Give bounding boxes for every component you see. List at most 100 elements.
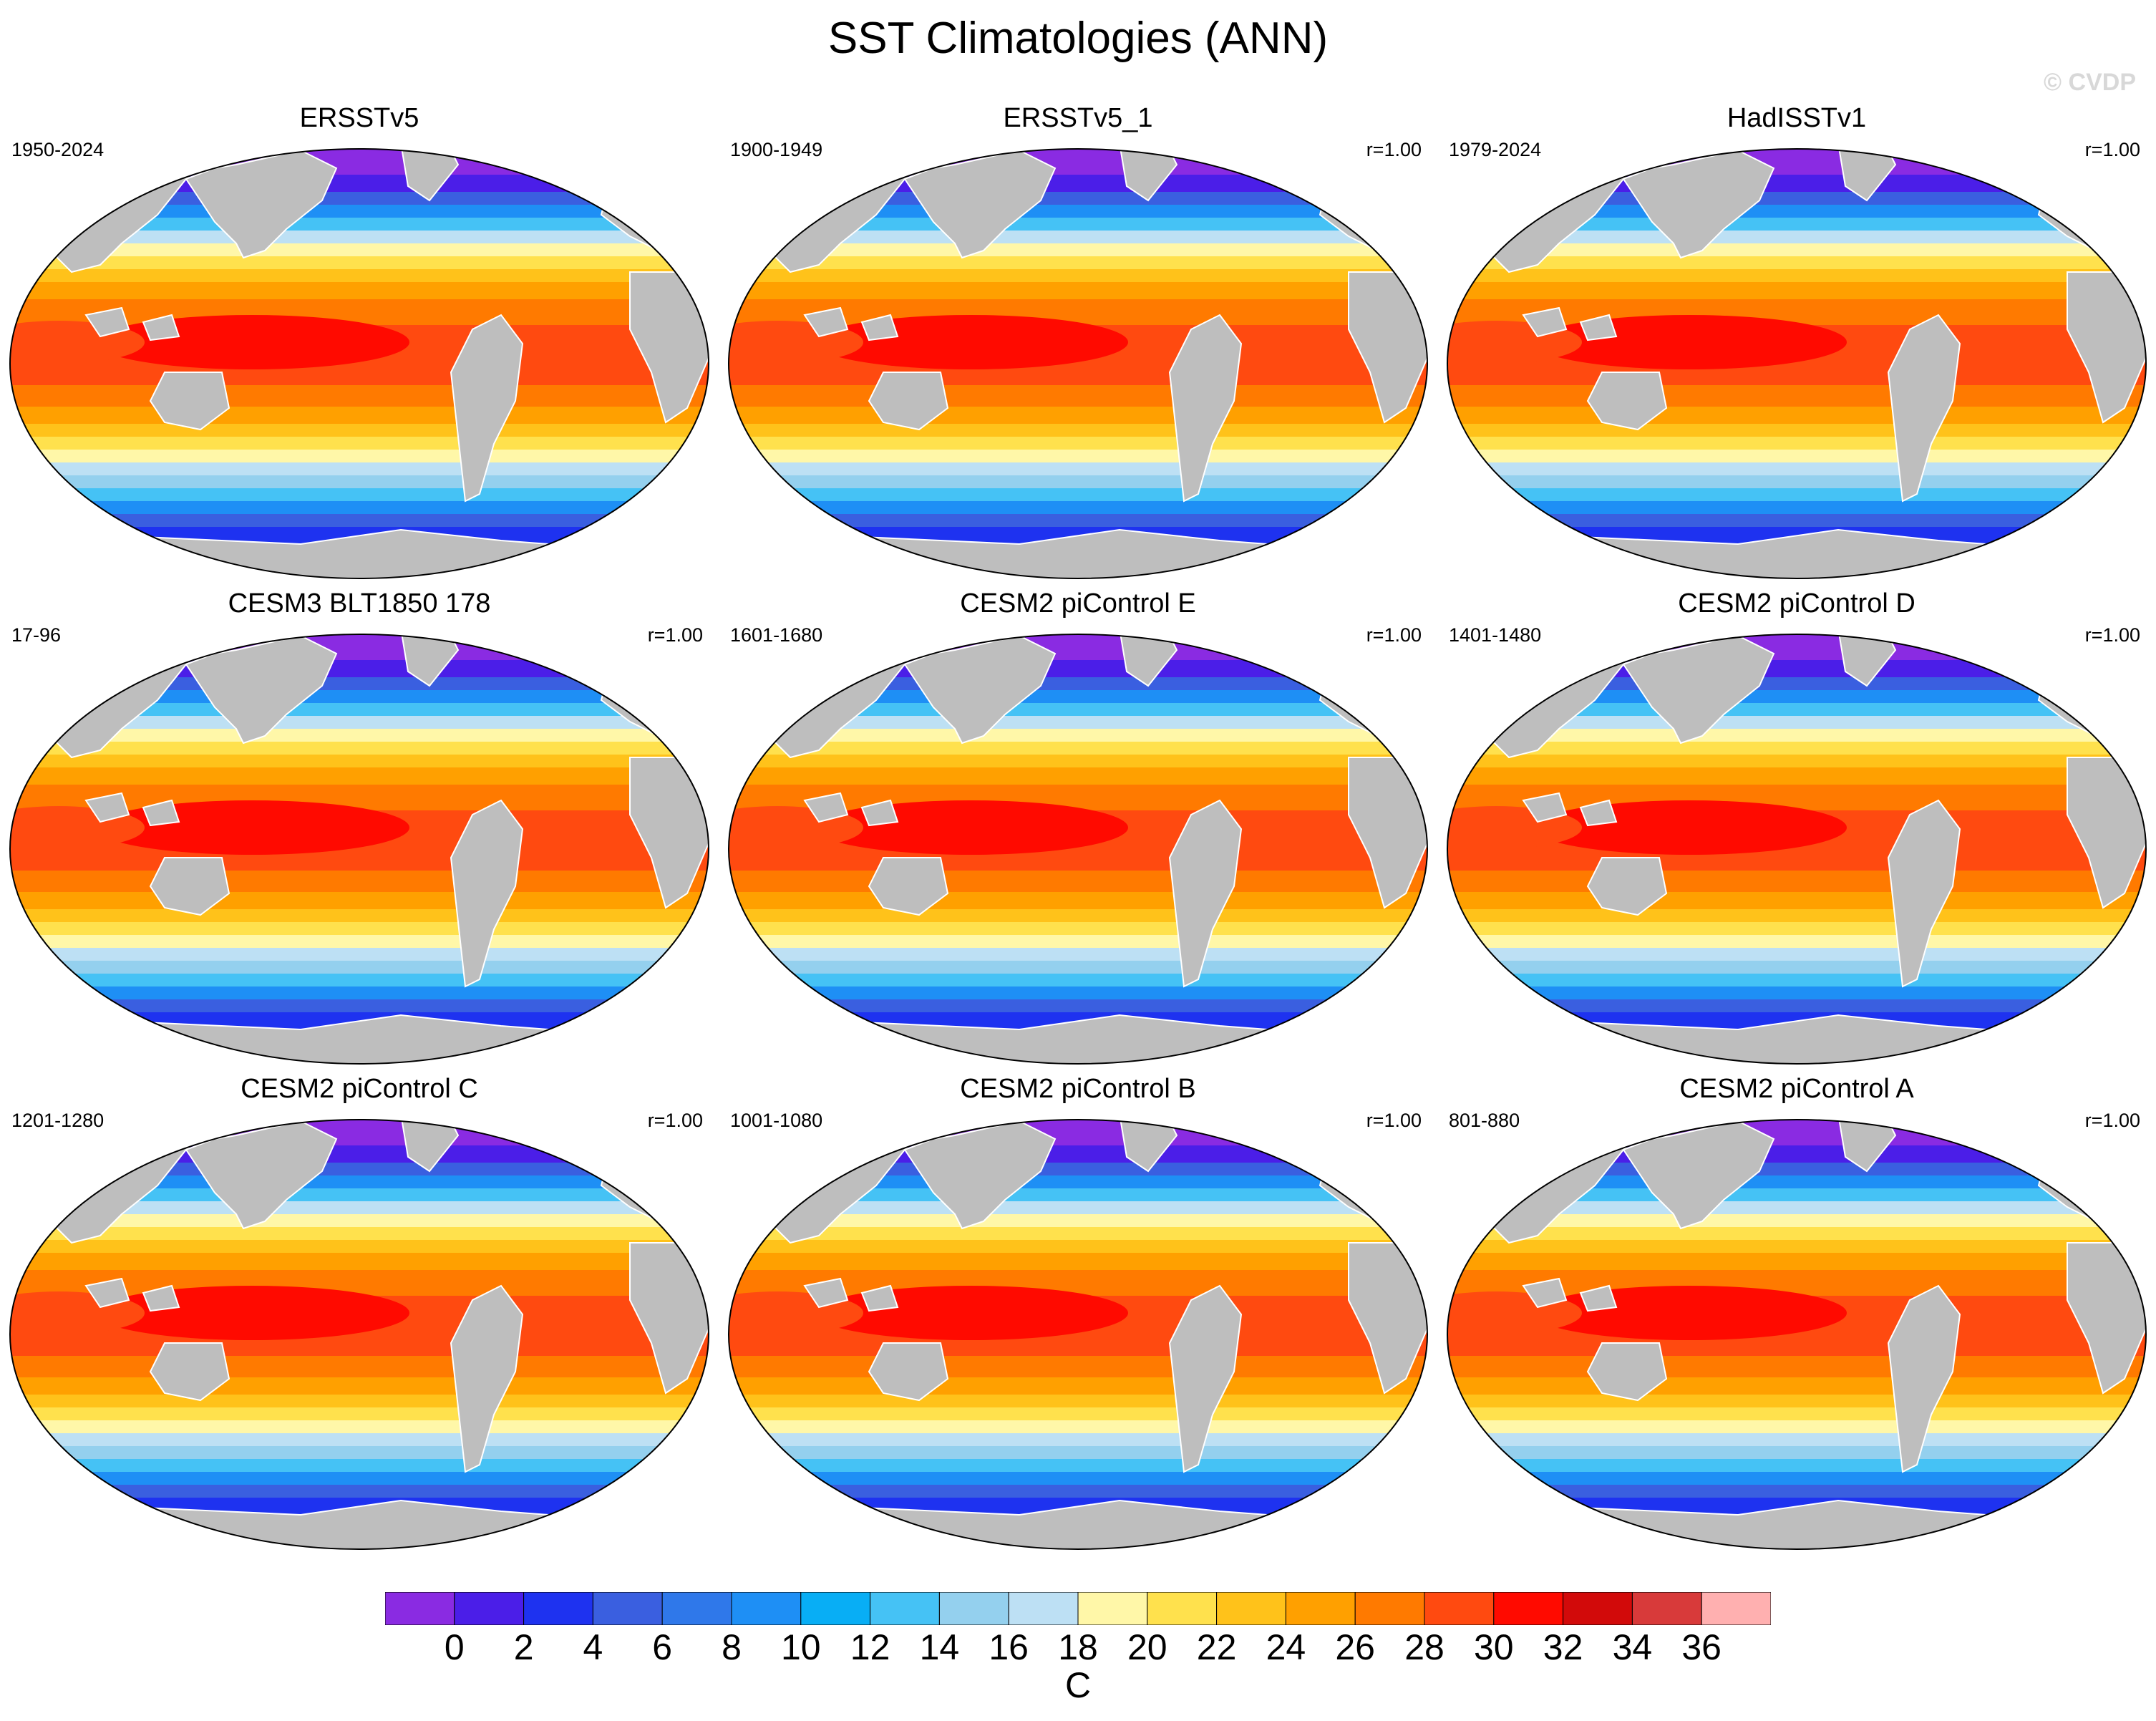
sst-band: [1447, 1420, 2146, 1434]
sst-band: [729, 1227, 1427, 1241]
sst-band: [1447, 871, 2146, 893]
sst-band: [1447, 450, 2146, 463]
colorbar-swatch: [1493, 1592, 1564, 1625]
land-mass: [803, 306, 849, 338]
sst-band: [10, 488, 709, 502]
sst-band: [729, 1420, 1427, 1434]
sst-band: [10, 205, 709, 218]
land-mass: [803, 792, 849, 823]
panel-title: CESM2 piControl C: [241, 1074, 478, 1104]
sst-band: [10, 690, 709, 704]
sst-band: [1447, 175, 2146, 193]
sst-band: [10, 437, 709, 450]
land-mass: [1579, 314, 1618, 341]
colorbar-tick-label: 30: [1473, 1627, 1514, 1667]
sst-band: [729, 192, 1427, 205]
colorbar-tick-label: 6: [652, 1627, 673, 1667]
land-mass: [450, 314, 524, 503]
land-mass: [1586, 1342, 1668, 1402]
sst-band: [1447, 909, 2146, 923]
sst-band: [10, 871, 709, 893]
sst-band: [10, 514, 709, 528]
colorbar-tick-label: 4: [583, 1627, 603, 1667]
robinson-map: [9, 148, 709, 579]
land-mass: [27, 1014, 689, 1064]
panel-correlation: r=1.00: [647, 624, 703, 646]
sst-band: [1447, 986, 2146, 1000]
sst-band: [1447, 1407, 2146, 1421]
sst-band: [1447, 677, 2146, 691]
sst-band: [729, 1459, 1427, 1473]
sst-band: [10, 634, 709, 661]
land-mass: [84, 1277, 130, 1309]
map-panel: CESM3 BLT1850 178 17-96 r=1.00: [0, 586, 719, 1087]
map-outline: [1447, 148, 2147, 579]
sst-band: [729, 634, 1427, 661]
sst-band: [10, 1214, 709, 1228]
sst-band: [10, 407, 709, 425]
colorbar-swatch: [1563, 1592, 1633, 1625]
land-mass: [803, 1277, 849, 1309]
robinson-map: [1447, 634, 2147, 1065]
map-panel: HadISSTv1 1979-2024 r=1.00: [1437, 100, 2156, 601]
colorbar-tick-label: 10: [780, 1627, 821, 1667]
panel-correlation: r=1.00: [1366, 139, 1422, 160]
sst-band: [10, 175, 709, 193]
sst-band: [729, 660, 1427, 678]
land-mass: [149, 857, 230, 916]
sst-band: [1447, 1175, 2146, 1189]
sst-band: [10, 149, 709, 175]
sst-field: [10, 1120, 709, 1549]
map-panel: CESM2 piControl E 1601-1680 r=1.00: [719, 586, 1437, 1087]
sst-band: [729, 703, 1427, 717]
sst-band: [1447, 1120, 2146, 1146]
land-mass: [1465, 1499, 2127, 1549]
colorbar-swatch: [523, 1592, 593, 1625]
map-outline: [1447, 1119, 2147, 1550]
sst-field: [729, 1120, 1427, 1549]
sst-band: [1447, 407, 2146, 425]
sst-band: [1447, 961, 2146, 974]
colorbar-tick-label: 14: [919, 1627, 960, 1667]
map-outline: [9, 634, 709, 1065]
sst-band: [1447, 1377, 2146, 1395]
sst-band: [729, 871, 1427, 893]
land-mass: [142, 314, 180, 341]
sst-band: [729, 892, 1427, 910]
colorbar-tick-label: 20: [1127, 1627, 1167, 1667]
sst-band: [10, 961, 709, 974]
land-mass: [84, 792, 130, 823]
sst-band: [10, 1356, 709, 1378]
colorbar-swatch: [454, 1592, 525, 1625]
sst-band: [10, 1175, 709, 1189]
land-mass: [1887, 314, 1961, 503]
robinson-map: [1447, 148, 2147, 579]
robinson-map: [728, 148, 1428, 579]
sst-band: [729, 488, 1427, 502]
sst-band: [729, 475, 1427, 489]
sst-band: [729, 948, 1427, 961]
sst-band: [729, 677, 1427, 691]
sst-band: [1447, 1446, 2146, 1460]
sst-band: [10, 450, 709, 463]
sst-band: [1447, 703, 2146, 717]
sst-band: [729, 729, 1427, 742]
sst-band: [10, 1395, 709, 1408]
panel-years: 17-96: [11, 624, 62, 646]
map-outline: [728, 634, 1428, 1065]
sst-field: [729, 634, 1427, 1064]
sst-band: [729, 742, 1427, 755]
panel-correlation: r=1.00: [1366, 624, 1422, 646]
sst-band: [10, 948, 709, 961]
sst-band: [1447, 935, 2146, 949]
panel-title: CESM2 piControl E: [960, 588, 1196, 619]
sst-band: [1447, 1188, 2146, 1202]
sst-field: [1447, 1120, 2146, 1549]
sst-band: [729, 1214, 1427, 1228]
land-mass: [868, 1342, 949, 1402]
colorbar-swatch: [1147, 1592, 1218, 1625]
sst-band: [729, 501, 1427, 515]
sst-band: [1447, 1253, 2146, 1271]
sst-band: [729, 922, 1427, 936]
land-mass: [1465, 1014, 2127, 1064]
